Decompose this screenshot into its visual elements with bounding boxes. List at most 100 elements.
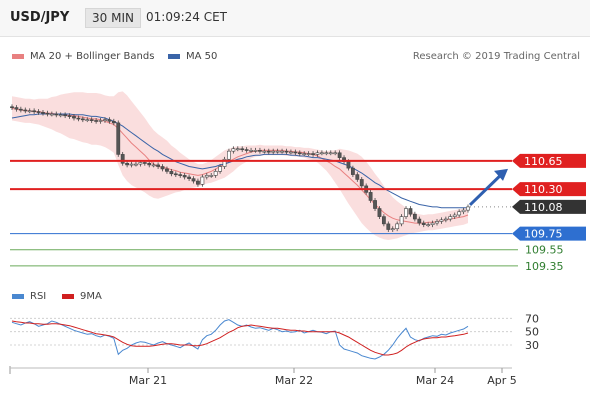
- candle-body: [111, 120, 116, 124]
- ma20-swatch: [12, 53, 24, 59]
- candle-body: [337, 152, 342, 158]
- candle-body: [377, 208, 382, 217]
- level-label-109.35: 109.35: [525, 260, 564, 273]
- candle-body: [187, 176, 191, 179]
- rsi-tick-70: 70: [525, 312, 539, 325]
- candle-body: [381, 216, 386, 225]
- candle-body: [41, 112, 45, 114]
- legend-ma20-label: MA 20 + Bollinger Bands: [30, 51, 155, 62]
- candle-body: [213, 171, 218, 176]
- candle-body: [169, 171, 174, 175]
- legend-9ma: 9MA: [62, 291, 102, 302]
- candle-body: [461, 209, 466, 213]
- candle-body: [204, 175, 209, 178]
- candle-body: [244, 149, 249, 151]
- candle-body: [346, 161, 351, 169]
- candle-body: [103, 119, 107, 121]
- candle-body: [191, 178, 196, 182]
- candle-body: [426, 224, 431, 226]
- level-tag-110.30: [512, 182, 586, 197]
- candle-body: [271, 150, 276, 153]
- candle-body: [408, 208, 413, 215]
- bollinger-band-area: [12, 91, 468, 241]
- candle-body: [116, 122, 121, 155]
- candle-body: [14, 107, 19, 110]
- x-label-Mar 22: Mar 22: [275, 374, 313, 387]
- legend-9ma-label: 9MA: [80, 291, 102, 302]
- candle-body: [443, 218, 448, 221]
- candle-body: [275, 150, 280, 153]
- forecast-arrow-head: [494, 168, 508, 181]
- legend-rsi-label: RSI: [30, 291, 47, 302]
- candle-body: [249, 150, 253, 152]
- candle-body: [302, 153, 307, 155]
- candle-body: [386, 223, 391, 230]
- candle-body: [27, 110, 32, 113]
- candle-body: [421, 222, 426, 225]
- candle-body: [293, 151, 298, 154]
- candle-body: [395, 223, 400, 230]
- candle-body: [289, 151, 293, 154]
- candle-body: [54, 113, 59, 116]
- candle-body: [430, 222, 435, 225]
- candle-body: [32, 110, 37, 113]
- candle-body: [390, 228, 395, 231]
- candle-body: [151, 164, 156, 167]
- candle-body: [452, 214, 457, 217]
- level-label-110.08: 110.08: [524, 201, 563, 214]
- candle-body: [89, 119, 94, 121]
- candle-body: [129, 163, 134, 166]
- candle-body: [311, 153, 315, 155]
- timeframe-button[interactable]: 30 MIN: [85, 8, 141, 28]
- candle-body: [72, 116, 76, 119]
- level-label-110.30: 110.30: [524, 183, 563, 196]
- candle-body: [355, 174, 360, 180]
- level-tag-109.75: [512, 226, 586, 241]
- candle-body: [306, 153, 311, 155]
- candle-body: [98, 120, 103, 122]
- ma9-swatch: [62, 293, 74, 299]
- symbol-label: USD/JPY: [10, 10, 70, 25]
- x-label-Apr 5: Apr 5: [487, 374, 517, 387]
- candle-body: [412, 213, 417, 220]
- candle-body: [63, 114, 68, 117]
- candle-body: [165, 168, 169, 172]
- candle-body: [235, 148, 240, 151]
- ma20-line: [11, 107, 469, 224]
- candle-body: [359, 179, 364, 187]
- candle-body: [156, 164, 160, 167]
- candle-body: [134, 163, 138, 166]
- candle-body: [120, 154, 125, 164]
- candle-body: [173, 173, 178, 176]
- candle-body: [266, 150, 271, 153]
- candle-body: [209, 175, 214, 177]
- candle-body: [439, 219, 444, 222]
- candle-body: [373, 200, 377, 209]
- candle-body: [36, 111, 41, 113]
- x-label-Mar 24: Mar 24: [416, 374, 454, 387]
- candle-body: [76, 117, 81, 120]
- candle-body: [417, 218, 422, 224]
- candle-body: [333, 152, 338, 155]
- candle-body: [218, 166, 222, 172]
- candle-body: [67, 115, 72, 117]
- candle-body: [328, 152, 333, 155]
- source-credit: Research © 2019 Trading Central: [412, 51, 580, 62]
- rsi-tick-50: 50: [525, 326, 539, 339]
- candle-body: [399, 216, 404, 225]
- candle-body: [231, 148, 236, 152]
- candle-body: [240, 148, 245, 151]
- candle-body: [18, 108, 23, 111]
- candle-body: [142, 162, 147, 164]
- candle-body: [368, 192, 373, 201]
- level-label-109.75: 109.75: [524, 228, 563, 241]
- candle-body: [404, 208, 408, 217]
- candle-body: [262, 150, 267, 153]
- candle-body: [10, 106, 14, 109]
- candle-body: [315, 152, 320, 155]
- candle-body: [160, 166, 165, 170]
- candle-body: [280, 150, 284, 153]
- candle-body: [23, 109, 28, 112]
- candle-body: [466, 206, 470, 211]
- candle-body: [125, 162, 130, 166]
